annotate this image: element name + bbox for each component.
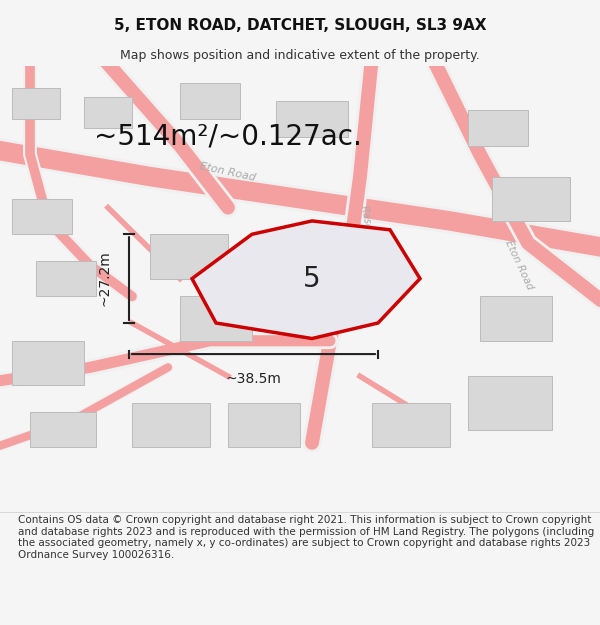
Text: Eton Road: Eton Road [503, 239, 535, 292]
Polygon shape [372, 403, 450, 448]
Polygon shape [492, 176, 570, 221]
Text: ~514m²/~0.127ac.: ~514m²/~0.127ac. [94, 122, 362, 151]
Polygon shape [276, 101, 348, 137]
Polygon shape [468, 110, 528, 146]
Polygon shape [468, 376, 552, 429]
Text: Contains OS data © Crown copyright and database right 2021. This information is : Contains OS data © Crown copyright and d… [18, 515, 594, 560]
Polygon shape [12, 341, 84, 385]
Polygon shape [84, 97, 132, 128]
Text: ~38.5m: ~38.5m [226, 372, 281, 386]
Polygon shape [180, 83, 240, 119]
Polygon shape [480, 296, 552, 341]
Polygon shape [192, 221, 420, 339]
Polygon shape [132, 403, 210, 448]
Polygon shape [180, 296, 252, 341]
Text: Eton Road: Eton Road [199, 161, 257, 183]
Text: 5, ETON ROAD, DATCHET, SLOUGH, SL3 9AX: 5, ETON ROAD, DATCHET, SLOUGH, SL3 9AX [114, 18, 486, 33]
Text: Map shows position and indicative extent of the property.: Map shows position and indicative extent… [120, 49, 480, 62]
Polygon shape [12, 199, 72, 234]
Text: Rascombe Gardens: Rascombe Gardens [359, 204, 385, 300]
Polygon shape [228, 403, 300, 448]
Polygon shape [12, 88, 60, 119]
Polygon shape [30, 412, 96, 447]
Polygon shape [150, 234, 228, 279]
Text: 5: 5 [303, 264, 321, 292]
Polygon shape [36, 261, 96, 296]
Text: ~27.2m: ~27.2m [97, 251, 111, 306]
